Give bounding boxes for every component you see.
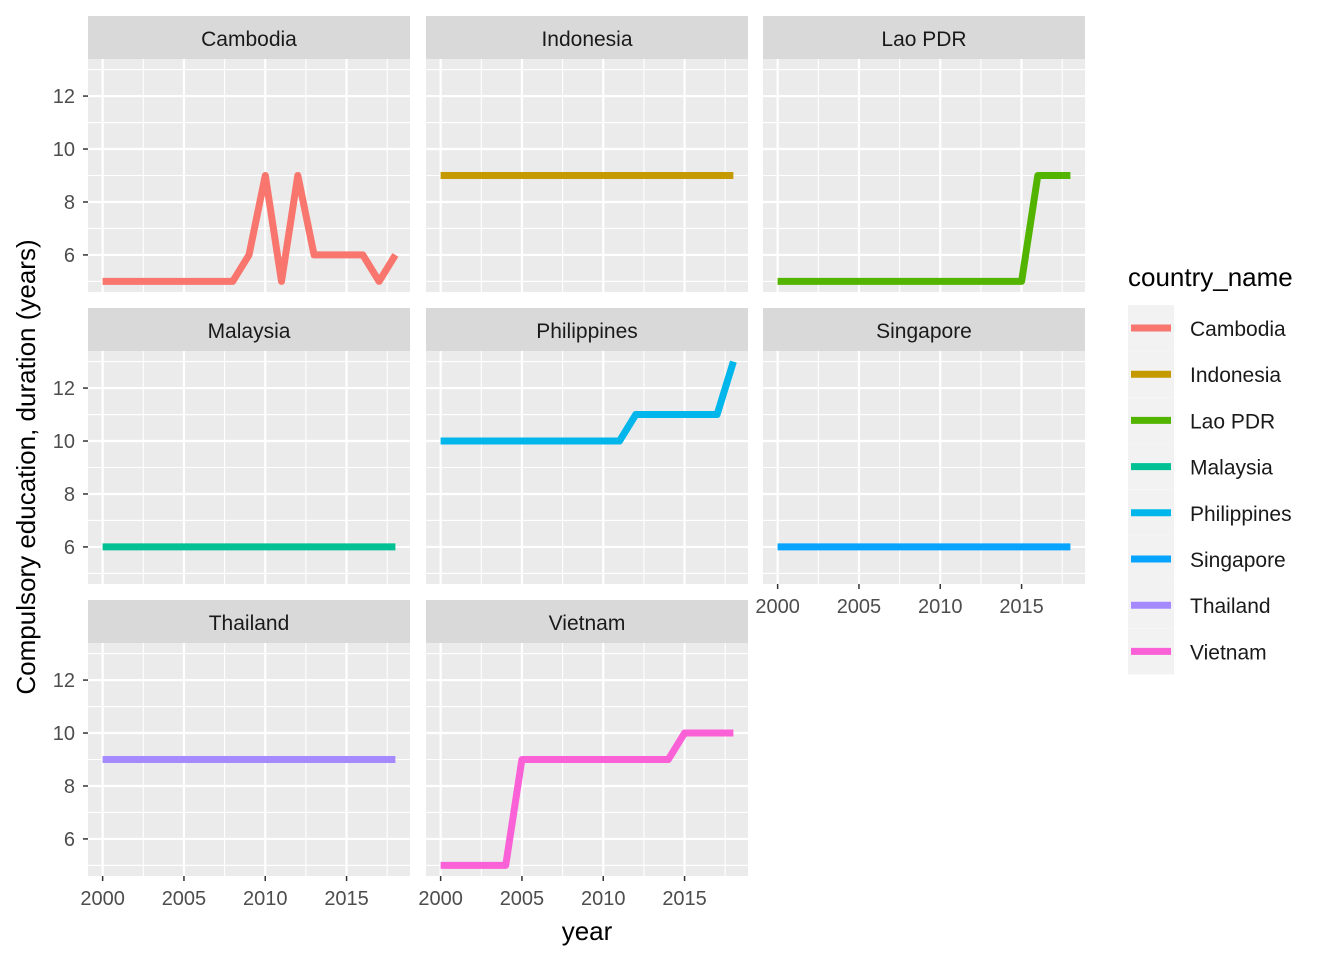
x-tick-label: 2015 xyxy=(999,596,1044,618)
x-tick-label: 2015 xyxy=(662,888,707,910)
x-tick-label: 2000 xyxy=(755,596,800,618)
legend-label: Thailand xyxy=(1190,595,1271,618)
x-tick-label: 2010 xyxy=(243,888,288,910)
y-tick-label: 10 xyxy=(53,431,75,453)
x-tick-label: 2005 xyxy=(837,596,882,618)
legend-item-philippines: Philippines xyxy=(1128,489,1292,536)
facet-malaysia: Malaysia 6 8 10 12 xyxy=(53,308,410,584)
facet-philippines: Philippines xyxy=(426,308,748,584)
legend-items: Cambodia Indonesia Lao PDR Malaysia Philippi… xyxy=(1128,305,1292,675)
x-tick-label: 2015 xyxy=(324,888,369,910)
x-axis-title: year xyxy=(562,916,613,946)
facet-vietnam: Vietnam 2000 2005 2010 2015 xyxy=(418,600,748,910)
x-tick-label: 2005 xyxy=(162,888,207,910)
x-tick-label: 2000 xyxy=(418,888,463,910)
y-tick-label: 6 xyxy=(64,829,75,851)
series-line-philippines xyxy=(440,360,737,445)
y-tick-label: 10 xyxy=(53,139,75,161)
legend-label: Cambodia xyxy=(1190,318,1286,341)
legend-item-lao-pdr: Lao PDR xyxy=(1128,397,1275,444)
legend-label: Vietnam xyxy=(1190,641,1267,664)
y-tick-label: 12 xyxy=(53,378,75,400)
x-tick-label: 2010 xyxy=(581,888,626,910)
facet-strip-label: Thailand xyxy=(209,612,290,635)
facet-strip-label: Singapore xyxy=(876,320,972,343)
legend-item-indonesia: Indonesia xyxy=(1128,351,1281,398)
facet-cambodia: Cambodia 6 8 10 12 xyxy=(53,16,410,292)
facet-strip xyxy=(88,600,410,643)
y-tick-label: 8 xyxy=(64,192,75,214)
facet-lao-pdr: Lao PDR xyxy=(763,16,1085,292)
facet-strip xyxy=(763,308,1085,351)
facet-singapore: Singapore 2000 2005 2010 2015 xyxy=(755,308,1085,618)
legend-label: Singapore xyxy=(1190,549,1286,572)
facet-strip xyxy=(88,308,410,351)
facet-strip-label: Lao PDR xyxy=(881,28,966,51)
y-tick-label: 6 xyxy=(64,245,75,267)
facet-strip-label: Philippines xyxy=(536,320,638,343)
facet-thailand: Thailand 6 8 10 12 2000 2005 2010 2015 xyxy=(53,600,410,910)
legend-label: Philippines xyxy=(1190,503,1292,526)
facet-strip xyxy=(426,600,748,643)
y-tick-label: 10 xyxy=(53,723,75,745)
y-tick-label: 12 xyxy=(53,670,75,692)
x-tick-label: 2000 xyxy=(80,888,125,910)
facet-strip-label: Malaysia xyxy=(208,320,291,343)
facet-strip-label: Indonesia xyxy=(541,28,632,51)
facet-panels: Cambodia 6 8 10 12 Indonesia Lao PDR Malaysia 6 8… xyxy=(53,16,1085,910)
facet-strip xyxy=(763,16,1085,59)
facet-strip xyxy=(426,16,748,59)
legend-item-cambodia: Cambodia xyxy=(1128,305,1286,351)
series-line-vietnam xyxy=(440,729,734,869)
legend-title: country_name xyxy=(1128,262,1293,292)
facet-strip-label: Vietnam xyxy=(549,612,626,635)
y-tick-label: 8 xyxy=(64,776,75,798)
facet-strip xyxy=(88,16,410,59)
x-tick-label: 2005 xyxy=(500,888,545,910)
legend-item-thailand: Thailand xyxy=(1128,582,1271,629)
series-line-lao-pdr xyxy=(777,172,1071,285)
legend-item-singapore: Singapore xyxy=(1128,536,1286,582)
x-tick-label: 2010 xyxy=(918,596,963,618)
facet-indonesia: Indonesia xyxy=(426,16,748,292)
facet-strip-label: Cambodia xyxy=(201,28,297,51)
legend-item-vietnam: Vietnam xyxy=(1128,628,1267,675)
y-axis-title: Compulsory education, duration (years) xyxy=(11,239,41,694)
series-line-cambodia xyxy=(102,172,399,285)
legend: country_name Cambodia Indonesia Lao PDR Mal… xyxy=(1128,262,1293,675)
legend-label: Lao PDR xyxy=(1190,410,1275,433)
y-tick-label: 8 xyxy=(64,484,75,506)
y-tick-label: 12 xyxy=(53,86,75,108)
legend-label: Malaysia xyxy=(1190,457,1273,480)
legend-label: Indonesia xyxy=(1190,364,1281,387)
y-tick-label: 6 xyxy=(64,537,75,559)
facet-strip xyxy=(426,308,748,351)
legend-item-malaysia: Malaysia xyxy=(1128,443,1273,490)
